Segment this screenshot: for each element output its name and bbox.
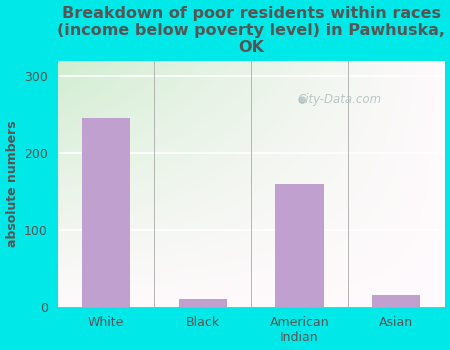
- Y-axis label: absolute numbers: absolute numbers: [5, 120, 18, 247]
- Bar: [179, 299, 227, 307]
- Bar: [275, 184, 324, 307]
- Text: ●: ●: [297, 94, 306, 105]
- Title: Breakdown of poor residents within races
(income below poverty level) in Pawhusk: Breakdown of poor residents within races…: [57, 6, 445, 55]
- Bar: [372, 295, 420, 307]
- Bar: [82, 118, 130, 307]
- Text: City-Data.com: City-Data.com: [298, 92, 382, 105]
